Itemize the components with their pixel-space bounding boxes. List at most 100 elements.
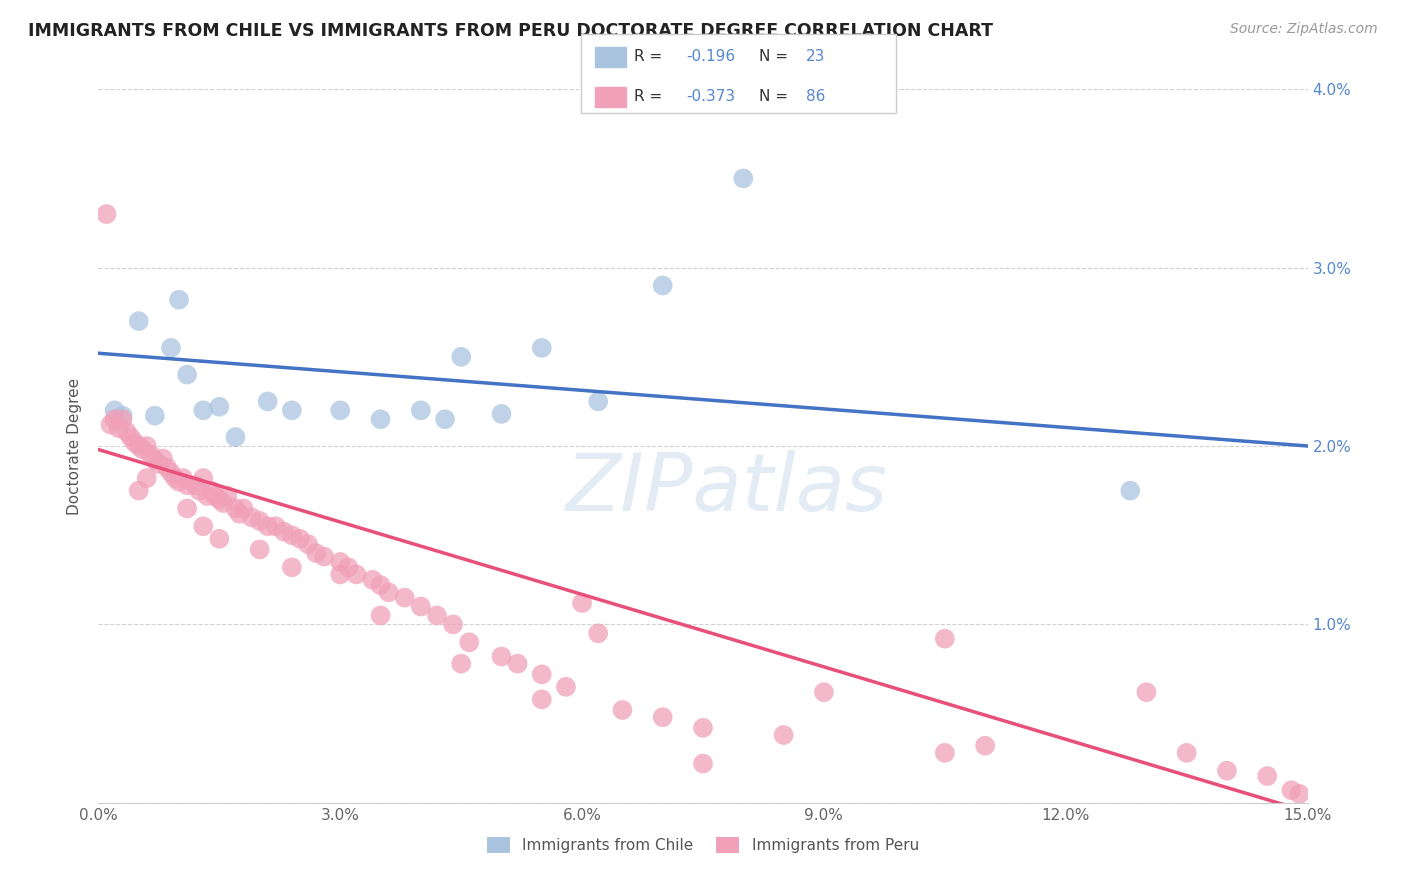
Point (188, 483, 211, 498)
Text: ZIPatlas: ZIPatlas (567, 450, 889, 528)
Point (273, 524, 295, 539)
Point (458, 635, 481, 649)
Point (692, 721, 714, 735)
Point (337, 560, 360, 574)
Point (314, 549, 336, 564)
Point (934, 632, 956, 646)
Point (1135, 685, 1157, 699)
Point (409, 403, 432, 417)
Point (329, 567, 352, 582)
Point (409, 599, 432, 614)
Legend: Immigrants from Chile, Immigrants from Peru: Immigrants from Chile, Immigrants from P… (481, 831, 925, 859)
Point (111, 412, 134, 426)
Point (434, 412, 457, 426)
Point (426, 608, 449, 623)
Point (115, 425, 138, 439)
Point (128, 439, 150, 453)
Point (256, 394, 278, 409)
Point (100, 417, 122, 432)
Point (103, 412, 125, 426)
Text: R =: R = (634, 49, 668, 63)
Point (692, 756, 714, 771)
Point (813, 685, 835, 699)
Point (128, 483, 150, 498)
Point (212, 496, 235, 510)
Point (264, 519, 287, 533)
Point (288, 532, 311, 546)
Point (281, 528, 304, 542)
Text: N =: N = (759, 49, 793, 63)
Point (204, 489, 226, 503)
Point (148, 457, 170, 471)
Point (160, 466, 183, 480)
Text: R =: R = (634, 89, 668, 103)
Point (297, 537, 319, 551)
Point (377, 585, 399, 599)
Point (167, 293, 190, 307)
Point (305, 546, 328, 560)
Point (450, 350, 472, 364)
Point (249, 514, 271, 528)
Point (143, 453, 166, 467)
Point (172, 471, 194, 485)
Point (184, 478, 207, 492)
Point (124, 435, 146, 450)
Point (217, 489, 239, 503)
Point (139, 448, 162, 462)
Point (1216, 764, 1239, 778)
Point (193, 471, 215, 485)
Point (1119, 483, 1142, 498)
Text: -0.373: -0.373 (686, 89, 735, 103)
Point (224, 501, 246, 516)
Point (156, 460, 179, 475)
Point (176, 368, 198, 382)
Text: 23: 23 (806, 49, 825, 63)
Point (586, 626, 609, 640)
Point (193, 519, 215, 533)
Point (224, 430, 246, 444)
Point (160, 341, 183, 355)
Point (370, 578, 392, 592)
Point (344, 567, 367, 582)
Point (281, 560, 304, 574)
Point (152, 451, 174, 466)
Text: -0.196: -0.196 (686, 49, 735, 63)
Point (120, 430, 142, 444)
Point (491, 649, 513, 664)
Point (208, 532, 231, 546)
Point (167, 475, 190, 489)
Point (530, 692, 553, 706)
Point (176, 478, 198, 492)
Point (281, 403, 304, 417)
Point (329, 555, 352, 569)
Point (571, 596, 593, 610)
Point (256, 519, 278, 533)
Point (530, 667, 553, 681)
Point (651, 278, 673, 293)
Point (1281, 783, 1303, 797)
Point (208, 400, 231, 414)
Point (107, 421, 129, 435)
Point (361, 573, 384, 587)
Point (143, 409, 166, 423)
Point (506, 657, 529, 671)
Point (772, 728, 794, 742)
Text: Source: ZipAtlas.com: Source: ZipAtlas.com (1230, 22, 1378, 37)
Point (163, 471, 186, 485)
Point (612, 703, 634, 717)
Point (441, 617, 464, 632)
Point (228, 507, 250, 521)
Point (329, 403, 352, 417)
Point (491, 407, 513, 421)
Point (193, 403, 215, 417)
Point (132, 442, 155, 457)
Point (128, 314, 150, 328)
Point (450, 657, 472, 671)
Point (1175, 746, 1198, 760)
Point (96, 207, 118, 221)
Point (733, 171, 755, 186)
Point (974, 739, 997, 753)
Point (111, 409, 134, 423)
Point (370, 412, 392, 426)
Point (370, 608, 392, 623)
